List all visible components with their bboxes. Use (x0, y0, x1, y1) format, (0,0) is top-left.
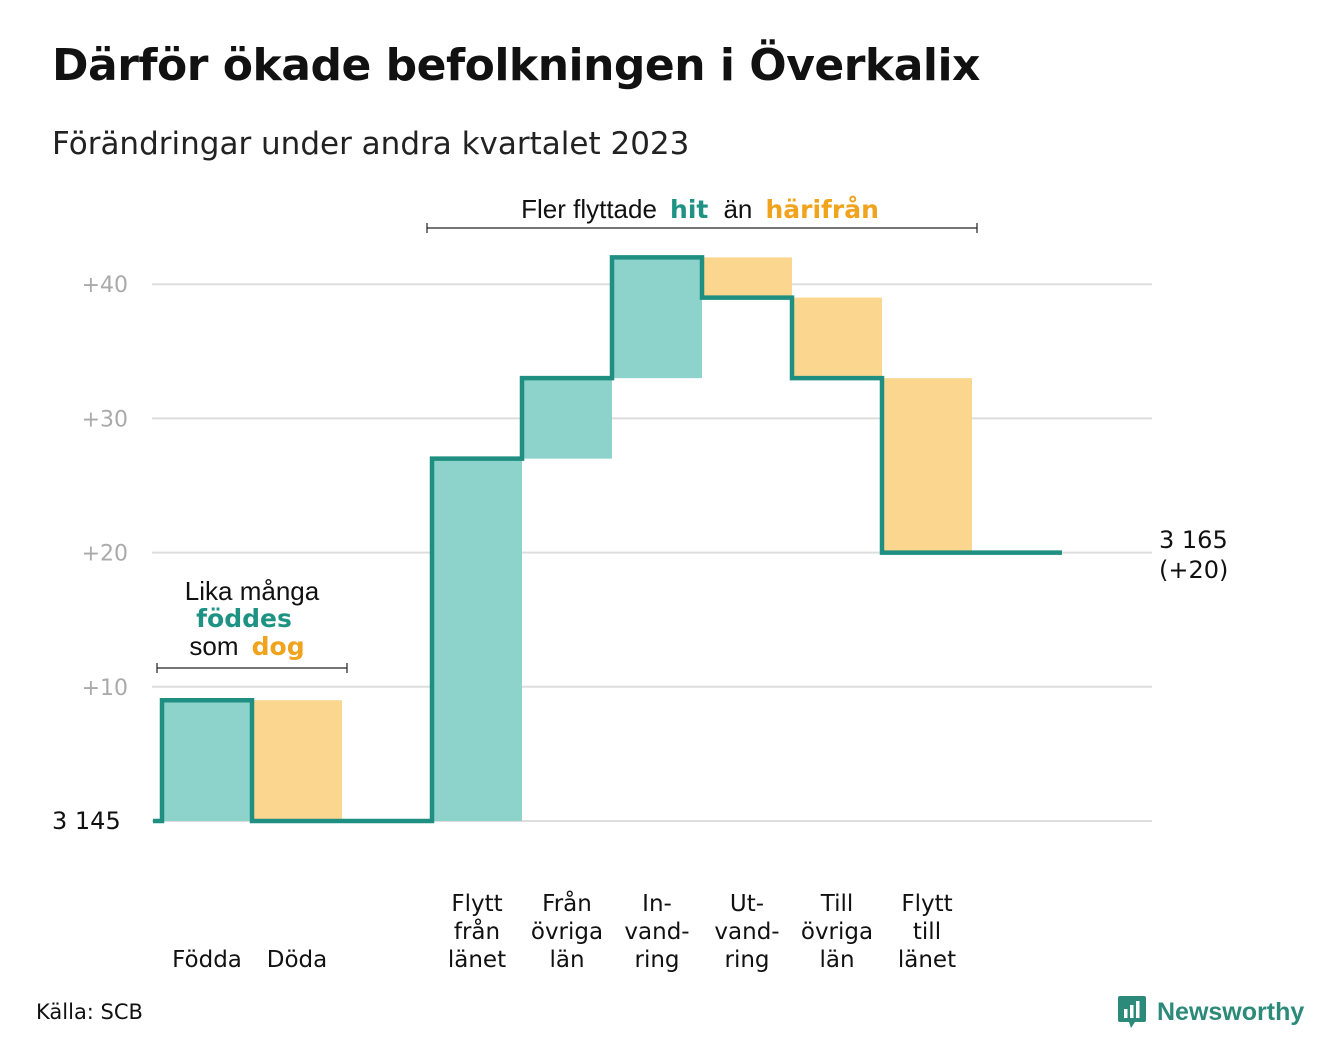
category-label: Födda (172, 947, 242, 973)
category-label: från (454, 917, 500, 945)
step-line (153, 255, 1062, 824)
annotation-bracket-births (156, 663, 348, 673)
category-label: län (549, 947, 584, 973)
category-label: ring (634, 947, 679, 973)
y-tick-label: +40 (82, 273, 128, 298)
annotation-births-deaths: Lika många föddes som dog (156, 576, 348, 673)
annotation-migration: Fler flyttade hit än härifrån (426, 194, 978, 233)
category-label: länet (898, 947, 956, 973)
category-label: till (913, 919, 941, 945)
annotation-migration-pre: Fler flyttade (521, 194, 657, 224)
annotation-line1: Lika många (185, 576, 320, 606)
category-label: län (819, 947, 854, 973)
end-label: 3 165 (+20) (1159, 526, 1228, 584)
category-label: vand- (624, 919, 689, 945)
annotation-dog: dog (252, 632, 305, 661)
y-axis-ticks: +40 +30 +20 +10 (82, 273, 128, 701)
category-label: Från (542, 889, 592, 917)
category-label: Ut- (730, 891, 764, 917)
waterfall-bar (792, 297, 882, 379)
category-label: Flytt (901, 891, 952, 917)
annotation-migration-mid: än (723, 194, 752, 224)
chart-subtitle: Förändringar under andra kvartalet 2023 (52, 126, 690, 162)
waterfall-bar (612, 257, 702, 379)
annotation-foddes: föddes (196, 604, 292, 633)
category-label: Till (820, 891, 854, 917)
category-label: vand- (714, 919, 779, 945)
waterfall-bar (522, 378, 612, 459)
chart-title: Därför ökade befolkningen i Överkalix (52, 40, 980, 91)
newsworthy-logo: Newsworthy (1117, 994, 1304, 1030)
waterfall-bar (882, 378, 972, 553)
end-label-change: (+20) (1159, 556, 1228, 584)
annotation-harifran: härifrån (765, 195, 878, 224)
cumulative-step-line (153, 255, 1062, 824)
category-label: länet (448, 947, 506, 973)
annotation-hit: hit (670, 195, 708, 224)
category-labels: Födda DödaFlyttfrånlänetFrånövrigalänIn-v… (172, 889, 956, 973)
baseline-label: 3 145 (52, 807, 121, 835)
logo-text: Newsworthy (1157, 997, 1305, 1026)
waterfall-bar (162, 700, 252, 821)
bars (162, 257, 972, 821)
source-note: Källa: SCB (36, 1000, 143, 1024)
category-label: ring (724, 947, 769, 973)
waterfall-bar (252, 700, 342, 821)
category-label: In- (642, 891, 672, 917)
category-label: övriga (801, 919, 873, 945)
y-tick-label: +10 (82, 676, 128, 701)
category-label: övriga (531, 919, 603, 945)
y-tick-label: +30 (82, 407, 128, 432)
annotation-line3: som dog (189, 631, 304, 661)
category-label: Döda (267, 947, 327, 973)
end-label-total: 3 165 (1159, 526, 1228, 554)
newsworthy-chart-bubble-icon (1118, 996, 1146, 1028)
category-label: Flytt (451, 891, 502, 917)
annotation-migration-text: Fler flyttade hit än härifrån (521, 194, 879, 224)
annotation-som: som (189, 631, 238, 661)
y-tick-label: +20 (82, 542, 128, 567)
annotation-bracket-migration (426, 223, 978, 233)
waterfall-bar (702, 257, 792, 298)
waterfall-bar (432, 458, 522, 821)
